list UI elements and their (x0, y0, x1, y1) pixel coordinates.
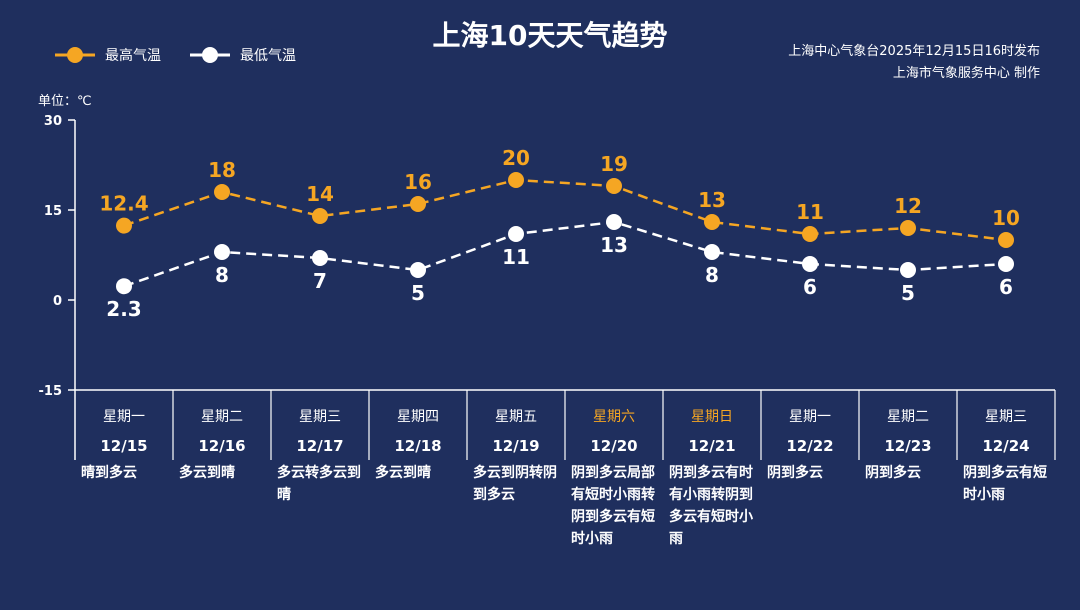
weather-description: 阴到多云 (865, 465, 921, 481)
high-temp-label: 12.4 (99, 192, 148, 216)
low-temp-label: 6 (803, 275, 817, 299)
high-temp-point (116, 217, 132, 234)
y-tick-label: 0 (53, 294, 62, 309)
weather-description: 多云到阴转阴到多云 (473, 465, 557, 503)
weather-description: 晴到多云 (81, 465, 137, 481)
low-temp-label: 8 (705, 263, 719, 287)
weekday-label: 星期三 (985, 409, 1027, 425)
low-temp-point (508, 226, 524, 242)
series-points (116, 172, 1014, 295)
high-temp-line (123, 178, 1007, 242)
low-temp-point (998, 256, 1014, 272)
weather-description: 多云到晴 (375, 465, 431, 481)
weather-description: 多云到晴 (179, 465, 235, 481)
low-temp-point (606, 214, 622, 230)
weekday-label: 星期三 (299, 409, 341, 425)
high-temp-label: 19 (600, 152, 628, 176)
legend-low-marker (202, 47, 218, 63)
weather-description: 阴到多云有时有小雨转阴到多云有短时小雨 (669, 465, 753, 547)
high-temp-point (312, 208, 328, 224)
low-temp-point (312, 250, 328, 266)
low-temp-label: 6 (999, 275, 1013, 299)
weekday-label: 星期五 (495, 409, 537, 425)
high-temp-label: 16 (404, 170, 432, 194)
legend-high-label: 最高气温 (105, 47, 161, 64)
date-label: 12/19 (492, 437, 539, 455)
low-temp-label: 7 (313, 269, 327, 293)
low-temp-point (900, 262, 916, 278)
high-temp-label: 11 (796, 200, 824, 224)
y-tick-label: 15 (44, 204, 62, 219)
low-temp-point (116, 278, 132, 295)
high-temp-point (704, 214, 720, 230)
date-label: 12/15 (100, 437, 147, 455)
unit-label: 单位：℃ (38, 94, 92, 109)
x-labels: 星期一 12/15 星期二 12/16 星期三 12/17 星期四 12/18 星期五 12/19… (100, 409, 1029, 455)
legend: 最高气温 最低气温 (55, 47, 296, 64)
high-temp-label: 18 (208, 158, 236, 182)
high-temp-point (998, 232, 1014, 248)
high-temp-label: 10 (992, 206, 1020, 230)
high-temp-label: 20 (502, 146, 530, 170)
date-label: 12/18 (394, 437, 441, 455)
weekday-label: 星期一 (103, 409, 145, 425)
date-label: 12/24 (982, 437, 1029, 455)
high-temp-label: 13 (698, 188, 726, 212)
y-tick-label: -15 (39, 384, 63, 399)
date-label: 12/16 (198, 437, 245, 455)
date-label: 12/21 (688, 437, 735, 455)
source-line-2: 上海市气象服务中心 制作 (893, 65, 1040, 81)
weekday-label: 星期四 (397, 409, 439, 425)
low-temp-label: 5 (411, 281, 425, 305)
weekday-label: 星期一 (789, 409, 831, 425)
high-temp-label: 14 (306, 182, 334, 206)
low-temp-label: 13 (600, 233, 628, 257)
low-temp-label: 2.3 (106, 297, 141, 321)
high-temp-point (410, 196, 426, 212)
legend-low-label: 最低气温 (240, 48, 296, 64)
high-temp-point (606, 178, 622, 194)
date-label: 12/20 (590, 437, 637, 455)
low-temp-point (802, 256, 818, 272)
weekday-label: 星期六 (593, 409, 635, 425)
high-temp-label: 12 (894, 194, 922, 218)
chart-title: 上海10天天气趋势 (433, 19, 668, 52)
low-temp-line (123, 220, 1007, 288)
low-temp-point (704, 244, 720, 260)
high-temp-point (802, 226, 818, 242)
weather-description: 阴到多云局部有短时小雨转阴到多云有短时小雨 (571, 465, 655, 547)
series-lines (123, 178, 1007, 288)
source-line-1: 上海中心气象台2025年12月15日16时发布 (788, 43, 1040, 59)
low-temp-label: 8 (215, 263, 229, 287)
low-temp-label: 11 (502, 245, 530, 269)
weekday-label: 星期日 (691, 409, 733, 425)
low-temp-label: 5 (901, 281, 915, 305)
high-temp-point (900, 220, 916, 236)
y-ticks: 30 15 0 -15 (39, 114, 75, 399)
low-temp-point (214, 244, 230, 260)
column-separators (172, 390, 1056, 460)
y-tick-label: 30 (44, 114, 62, 129)
weather-description: 阴到多云 (767, 465, 823, 481)
weather-description: 阴到多云有短时小雨 (963, 465, 1047, 503)
data-labels: 12.4 18 14 16 20 19 13 11 12 10 2.3 8 7 5 11 13 8 6 5 6 (99, 146, 1020, 321)
weekday-label: 星期二 (887, 409, 929, 425)
date-label: 12/23 (884, 437, 931, 455)
high-temp-point (214, 184, 230, 200)
high-temp-point (508, 172, 524, 188)
date-label: 12/17 (296, 437, 343, 455)
weather-description: 多云转多云到晴 (277, 465, 361, 503)
date-label: 12/22 (786, 437, 833, 455)
legend-high-marker (67, 47, 83, 63)
weekday-label: 星期二 (201, 409, 243, 425)
low-temp-point (410, 262, 426, 278)
